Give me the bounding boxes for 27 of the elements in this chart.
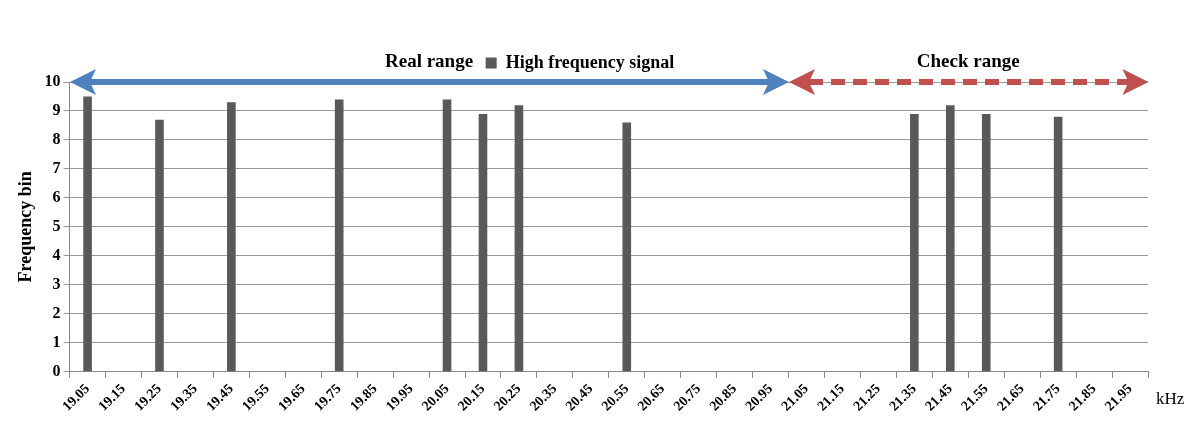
bar: [1053, 116, 1063, 372]
y-tick-label: 4: [52, 246, 61, 264]
y-tick-label: 9: [52, 101, 61, 119]
y-tick-label: 3: [52, 275, 61, 293]
y-tick-label: 1: [52, 333, 61, 350]
bar: [334, 99, 344, 372]
bar: [981, 113, 991, 372]
bar: [910, 113, 919, 372]
text: Real range: [385, 50, 474, 72]
y-tick-label: 5: [52, 217, 61, 235]
y-axis-title: Frequency bin: [15, 171, 36, 283]
y-tick-label: 8: [52, 130, 61, 148]
text: Check range: [916, 50, 1020, 72]
legend-label: High frequency signal: [505, 51, 675, 72]
y-tick-label: 7: [52, 159, 61, 177]
y-tick-label: 2: [52, 304, 61, 322]
y-tick-label: 0: [52, 361, 61, 379]
bar: [227, 102, 236, 372]
bar: [622, 122, 632, 372]
bar: [155, 119, 164, 372]
x-axis-title: kHz: [1156, 389, 1185, 409]
bar: [442, 99, 452, 372]
bar: [514, 105, 524, 372]
y-tick-label: 6: [52, 188, 61, 206]
bar: [945, 105, 955, 372]
y-tick-label: 10: [44, 72, 61, 90]
bar: [478, 113, 488, 372]
